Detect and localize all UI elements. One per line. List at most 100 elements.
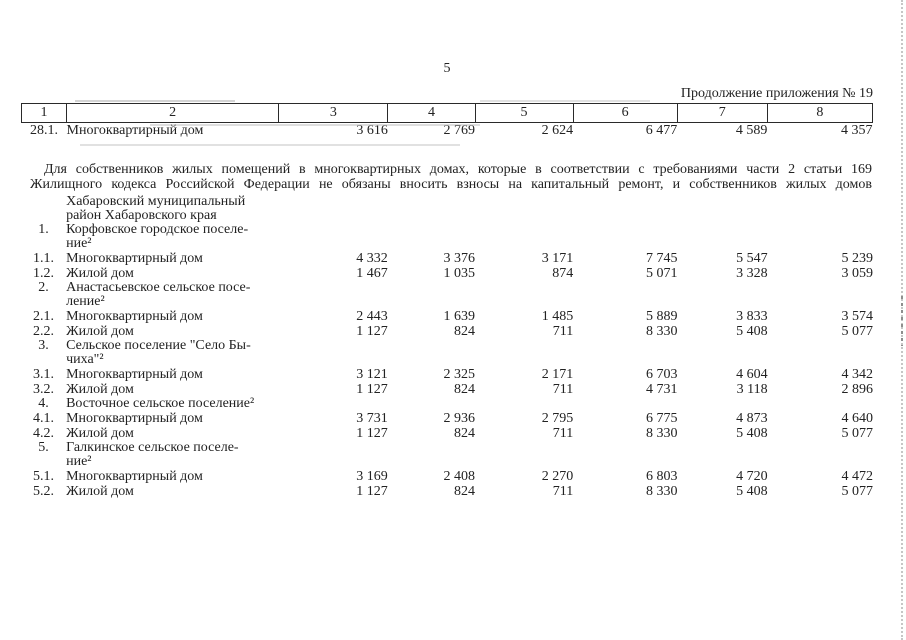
building-type-label: Многоквартирный дом: [66, 251, 203, 266]
settlement-name-line: Анастасьевское сельское посе-: [66, 280, 251, 295]
column-header-cell: 3: [278, 103, 389, 123]
row-number: 3.: [38, 338, 49, 353]
table-row: 3.2. Жилой дом 1 127 824 711 4 731 3 118…: [21, 382, 873, 397]
rate-value: 824: [453, 382, 475, 397]
settlement-name-line: Сельское поселение "Село Бы-: [66, 338, 251, 353]
row-number: 4.: [38, 396, 49, 411]
rate-value: 8 330: [645, 484, 678, 499]
column-header-cell: 6: [572, 103, 678, 123]
row-number: 3.1.: [33, 367, 55, 382]
building-type-label: Жилой дом: [66, 484, 134, 499]
building-type-label: Жилой дом: [66, 426, 134, 441]
continuation-note: Продолжение приложения № 19: [680, 86, 873, 101]
rate-value: 3 121: [356, 367, 388, 382]
page-number: 5: [443, 61, 451, 76]
rate-value: 2 408: [443, 469, 475, 484]
building-type-label: Многоквартирный дом: [66, 309, 203, 324]
row-number: 1.2.: [33, 266, 55, 281]
row-number: 4.1.: [33, 411, 55, 426]
table-row: 4.1. Многоквартирный дом 3 731 2 936 2 7…: [21, 411, 873, 426]
scan-artifact: [901, 296, 903, 346]
rate-value: 824: [453, 324, 475, 339]
rates-table: Хабаровский муниципальный район Хабаровс…: [21, 195, 873, 500]
rate-value: 3 328: [736, 266, 768, 281]
settlement-name: Корфовское городское поселе- ние²: [66, 223, 873, 251]
rate-value: 3 171: [541, 251, 574, 266]
row-number: 2.2.: [33, 324, 55, 339]
rate-value: 2 936: [443, 411, 475, 426]
building-type-label: Многоквартирный дом: [66, 469, 203, 484]
intro-paragraph: Для собственников жилых помещений в мног…: [30, 162, 872, 192]
settlement-name-line: ние²: [66, 454, 92, 469]
settlement-name-line: чиха"²: [66, 352, 104, 367]
rate-value: 7 745: [645, 251, 678, 266]
settlement-name: Восточное сельское поселение²: [66, 397, 873, 411]
rate-value: 3 059: [841, 266, 874, 281]
row-number: 2.: [38, 280, 49, 295]
table-row: 1.1. Многоквартирный дом 4 332 3 376 3 1…: [21, 251, 873, 266]
rate-value: 5 239: [841, 251, 874, 266]
building-type-label: Жилой дом: [66, 266, 134, 281]
column-header-row: 1 2 3 4 5 6 7 8: [20, 103, 874, 123]
rate-value: 824: [453, 484, 475, 499]
rate-value: 5 408: [736, 426, 768, 441]
rate-value: 711: [552, 484, 574, 499]
rate-value: 1 127: [356, 382, 388, 397]
rate-value: 4 604: [736, 367, 768, 382]
column-header-cell: 1: [20, 103, 68, 123]
rate-value: 4 472: [841, 469, 874, 484]
rate-value: 5 889: [645, 309, 678, 324]
row-number: 2.1.: [33, 309, 55, 324]
settlement-name-line: ление²: [66, 294, 105, 309]
table-row: 4.2. Жилой дом 1 127 824 711 8 330 5 408…: [21, 426, 873, 441]
rate-value: 6 775: [645, 411, 678, 426]
rate-value: 2 795: [541, 411, 574, 426]
rate-value: 2 624: [541, 123, 574, 138]
rate-value: 3 833: [736, 309, 768, 324]
settlement-name-line: Корфовское городское поселе-: [66, 222, 249, 237]
rate-value: 5 077: [841, 484, 874, 499]
rate-value: 3 376: [443, 251, 475, 266]
rate-value: 2 769: [443, 123, 476, 138]
rate-value: 4 720: [736, 469, 768, 484]
table-row: 28.1. Многоквартирный дом 3 616 2 769 2 …: [22, 123, 872, 139]
rate-value: 5 077: [841, 324, 874, 339]
region-name-line: район Хабаровского края: [66, 208, 217, 223]
rate-value: 5 408: [736, 324, 768, 339]
rate-value: 3 118: [736, 382, 768, 397]
intro-line: Для собственников жилых помещений в мног…: [44, 162, 872, 177]
table-row: 2.1. Многоквартирный дом 2 443 1 639 1 4…: [21, 309, 873, 324]
scan-artifact: [75, 100, 235, 102]
table-row: 5.1. Многоквартирный дом 3 169 2 408 2 2…: [21, 469, 873, 484]
row-number: 5.1.: [33, 469, 55, 484]
column-header-cell: 7: [676, 103, 768, 123]
rate-value: 1 127: [356, 426, 388, 441]
rate-value: 1 485: [541, 309, 574, 324]
settlement-name: Сельское поселение "Село Бы- чиха"²: [66, 339, 873, 367]
rate-value: 2 270: [541, 469, 574, 484]
rate-value: 3 731: [356, 411, 388, 426]
rate-value: 5 077: [841, 426, 874, 441]
table-row: 5.2. Жилой дом 1 127 824 711 8 330 5 408…: [21, 484, 873, 499]
rate-value: 1 467: [356, 266, 388, 281]
settlement-name-line: ние²: [66, 236, 92, 251]
rate-value: 2 171: [541, 367, 574, 382]
column-header-cell: 5: [474, 103, 574, 123]
rate-value: 3 574: [841, 309, 874, 324]
table-row: 1.2. Жилой дом 1 467 1 035 874 5 071 3 3…: [21, 266, 873, 281]
region-name: Хабаровский муниципальный район Хабаровс…: [66, 195, 873, 223]
row-number: 4.2.: [33, 426, 55, 441]
row-number: [21, 195, 66, 223]
section-row: 1. Корфовское городское поселе- ние²: [21, 223, 873, 251]
rate-value: 3 616: [356, 123, 388, 138]
table-row: 2.2. Жилой дом 1 127 824 711 8 330 5 408…: [21, 324, 873, 339]
building-type-label: Многоквартирный дом: [66, 367, 203, 382]
row-number: 3.2.: [33, 382, 55, 397]
column-header-cell: 8: [766, 103, 874, 123]
column-header-cell: 2: [66, 103, 280, 123]
building-type-label: Жилой дом: [66, 382, 134, 397]
scan-artifact: [150, 124, 480, 126]
section-row: 3. Сельское поселение "Село Бы- чиха"²: [21, 339, 873, 367]
section-row: 5. Галкинское сельское поселе- ние²: [21, 441, 873, 469]
